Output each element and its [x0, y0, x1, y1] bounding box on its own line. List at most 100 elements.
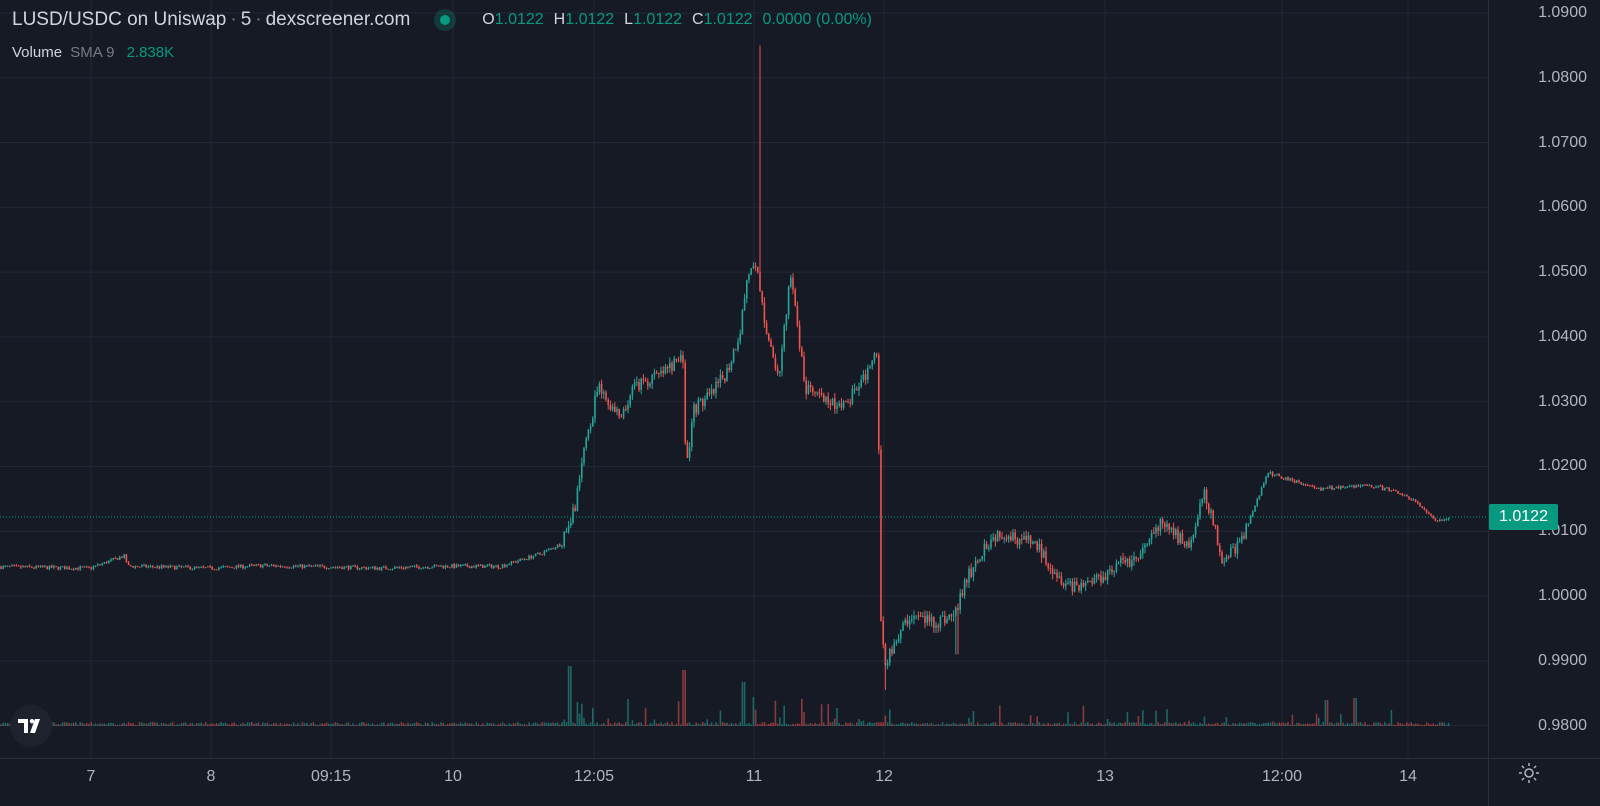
volume-bar — [435, 724, 438, 726]
candle-body — [1304, 484, 1307, 486]
volume-bar — [1201, 723, 1203, 726]
volume-bar — [576, 701, 579, 726]
candle-body — [277, 565, 279, 567]
candle-body — [1439, 519, 1441, 522]
volume-bar — [845, 722, 847, 726]
candle-body — [878, 355, 880, 450]
volume-bar — [550, 722, 552, 726]
candle-body — [460, 565, 462, 567]
volume-bar — [433, 723, 436, 726]
volume-bar — [343, 724, 345, 726]
candle-body — [818, 392, 821, 394]
candle-body — [1302, 484, 1305, 486]
volume-bar — [851, 723, 854, 726]
candle-body — [1049, 567, 1052, 570]
volume-bar — [88, 723, 90, 726]
volume-bar — [1329, 722, 1331, 726]
volume-sma-label: SMA 9 — [70, 44, 115, 61]
candle-body — [361, 567, 363, 569]
volume-bar — [585, 723, 587, 726]
volume-bar — [922, 723, 924, 726]
change-value: 0.0000 (0.00%) — [762, 11, 872, 28]
candle-body — [202, 566, 205, 568]
candle-body — [869, 366, 871, 369]
ohlc-values: O1.0122 H1.0122 L1.0122 C1.0122 0.0000 (… — [482, 11, 872, 29]
price-tick-label: 1.0000 — [1538, 587, 1587, 605]
candle-body — [911, 619, 913, 621]
candle-body — [902, 623, 904, 631]
time-axis[interactable]: 7 8 09:15 10 12:05 11 12 13 12:00 14 — [0, 758, 1488, 806]
gear-icon[interactable] — [1516, 762, 1542, 788]
price-axis[interactable]: 1.0900 1.0800 1.0700 1.0600 1.0500 1.0400 1.03… — [1488, 0, 1600, 758]
candle-body — [592, 418, 594, 427]
volume-bar — [365, 723, 367, 726]
candle-body — [1271, 471, 1274, 477]
candle-body — [640, 378, 642, 390]
volume-bar — [988, 724, 990, 726]
candle-body — [279, 565, 282, 567]
candle-body — [994, 537, 997, 542]
time-tick-label: 14 — [1399, 768, 1417, 785]
volume-legend[interactable]: Volume SMA 9 2.838K — [12, 44, 174, 61]
volume-bar — [1153, 724, 1155, 726]
candle-body — [1298, 480, 1300, 483]
candle-body — [1408, 496, 1410, 499]
candle-body — [2, 566, 4, 569]
candle-body — [559, 544, 561, 547]
candle-body — [1287, 477, 1289, 481]
tradingview-logo-icon[interactable] — [10, 705, 52, 747]
volume-bar — [499, 723, 502, 726]
volume-bar — [994, 722, 997, 726]
volume-bar — [570, 666, 572, 726]
price-chart[interactable] — [0, 0, 1488, 758]
volume-bar — [255, 723, 257, 726]
volume-bar — [783, 705, 785, 726]
candle-body — [770, 340, 772, 347]
candle-body — [1104, 576, 1107, 581]
candle-body — [959, 593, 961, 610]
candle-body — [1366, 484, 1368, 486]
candle-body — [1043, 551, 1045, 558]
volume-bar — [772, 722, 774, 726]
volume-bar — [123, 722, 125, 726]
volume-bar — [1333, 724, 1335, 726]
volume-bar — [1278, 722, 1280, 726]
volume-bar — [688, 722, 691, 726]
volume-bar — [618, 722, 620, 726]
volume-bar — [204, 722, 207, 726]
candle-body — [792, 277, 794, 290]
interval-label[interactable]: 5 — [240, 9, 252, 30]
market-status-icon[interactable] — [434, 9, 457, 31]
candle-body — [750, 268, 752, 275]
candle-body — [61, 566, 64, 568]
candle-body — [528, 555, 530, 560]
candle-body — [455, 564, 458, 568]
candle-body — [488, 564, 491, 566]
volume-bar — [1318, 717, 1320, 726]
volume-bar — [886, 722, 889, 726]
candle-body — [1340, 485, 1342, 489]
volume-bar — [633, 724, 636, 726]
candle-body — [1441, 519, 1443, 521]
candle-body — [567, 525, 570, 532]
volume-bar — [1098, 722, 1100, 726]
candle-body — [860, 379, 862, 387]
pair-title[interactable]: LUSD/USDC on Uniswap — [12, 9, 227, 30]
volume-bar — [603, 723, 605, 726]
candle-body — [699, 399, 702, 401]
candle-body — [35, 565, 37, 569]
chart-pane[interactable] — [0, 0, 1488, 758]
candle-body — [607, 399, 609, 405]
volume-bar — [541, 722, 543, 726]
time-tick-label: 8 — [206, 768, 216, 785]
volume-bar — [990, 723, 992, 726]
candle-body — [1093, 577, 1096, 584]
volume-bar — [72, 722, 75, 726]
volume-bar — [669, 724, 671, 726]
price-tick-label: 1.0600 — [1538, 198, 1587, 216]
volume-bar — [983, 723, 986, 726]
volume-bar — [521, 724, 524, 726]
volume-bar — [770, 722, 772, 726]
candle-body — [1095, 575, 1098, 578]
candle-body — [715, 381, 717, 394]
